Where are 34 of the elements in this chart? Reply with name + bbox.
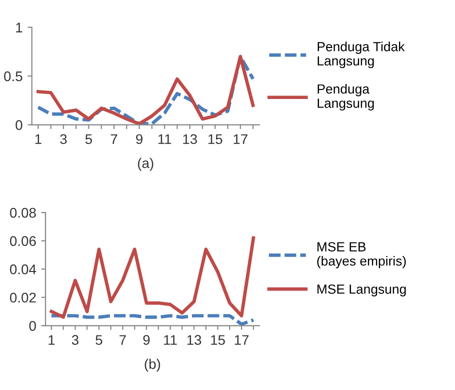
x-tick-label: 17 xyxy=(234,335,249,345)
legend-label: MSE Langsung xyxy=(317,284,406,296)
x-tick-label: 15 xyxy=(208,134,222,144)
line-series xyxy=(50,236,256,319)
x-tick-label: 13 xyxy=(183,134,197,144)
y-tick-label: 0.5 xyxy=(4,71,22,82)
y-tick-label: 0.06 xyxy=(10,236,36,246)
legend-label: Penduga Tidak Langsung xyxy=(318,42,405,68)
x-tick-label: 11 xyxy=(158,134,172,144)
x-tick-label: 5 xyxy=(96,335,102,345)
legend-label: Penduga Langsung xyxy=(318,84,374,110)
line-series xyxy=(36,54,255,125)
x-tick-label: 11 xyxy=(164,335,177,345)
x-axis-title: (a) xyxy=(138,158,154,171)
x-tick-label: 7 xyxy=(110,134,118,144)
y-tick-label: 0 xyxy=(29,320,36,331)
legend-label: MSE EB (bayes empiris) xyxy=(317,242,406,268)
x-tick-label: 3 xyxy=(60,134,67,144)
x-tick-label: 5 xyxy=(85,134,92,144)
x-tick-label: 1 xyxy=(48,335,55,345)
x-tick-label: 13 xyxy=(187,335,202,345)
x-tick-label: 3 xyxy=(72,335,78,345)
x-axis-title: (b) xyxy=(144,358,160,372)
x-tick-label: 15 xyxy=(211,335,225,345)
x-tick-label: 7 xyxy=(120,335,126,345)
x-tick-label: 9 xyxy=(136,134,142,144)
x-tick-label: 9 xyxy=(143,335,150,345)
y-tick-label: 0 xyxy=(16,120,22,130)
y-tick-label: 1 xyxy=(16,22,22,32)
x-tick-label: 17 xyxy=(234,134,248,144)
line-series xyxy=(50,314,256,326)
y-tick-label: 0.08 xyxy=(10,208,36,218)
y-tick-label: 0.02 xyxy=(10,292,36,303)
y-tick-label: 0.04 xyxy=(10,264,36,274)
